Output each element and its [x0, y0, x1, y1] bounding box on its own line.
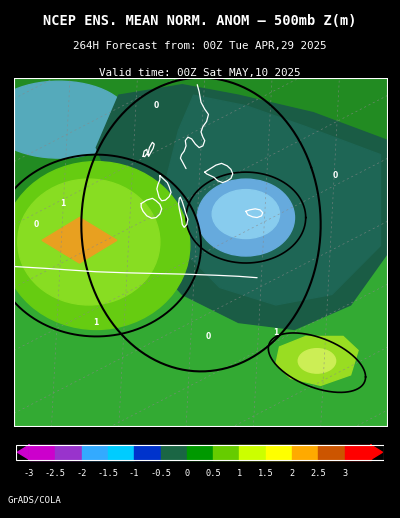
Text: 264H Forecast from: 00Z Tue APR,29 2025: 264H Forecast from: 00Z Tue APR,29 2025 — [73, 40, 327, 51]
Text: 2.5: 2.5 — [310, 469, 326, 478]
Polygon shape — [164, 95, 380, 305]
Bar — [16, 445, 384, 459]
Ellipse shape — [3, 162, 190, 329]
FancyArrow shape — [18, 445, 30, 459]
Bar — [187, 445, 213, 459]
Ellipse shape — [212, 190, 280, 238]
Polygon shape — [96, 84, 388, 329]
Bar — [55, 445, 82, 459]
Bar — [240, 445, 266, 459]
Text: Valid time: 00Z Sat MAY,10 2025: Valid time: 00Z Sat MAY,10 2025 — [99, 67, 301, 78]
Polygon shape — [42, 218, 117, 263]
Text: 1.5: 1.5 — [258, 469, 274, 478]
Text: -0.5: -0.5 — [150, 469, 171, 478]
Text: 0: 0 — [333, 171, 338, 180]
Text: 0.5: 0.5 — [205, 469, 221, 478]
Bar — [29, 445, 55, 459]
Text: -1: -1 — [129, 469, 140, 478]
Text: -1.5: -1.5 — [97, 469, 118, 478]
Ellipse shape — [18, 179, 160, 305]
Text: 1: 1 — [60, 199, 65, 208]
Text: GrADS/COLA: GrADS/COLA — [8, 496, 62, 505]
Bar — [82, 445, 108, 459]
Polygon shape — [276, 337, 358, 385]
Text: 0: 0 — [184, 469, 190, 478]
Bar — [160, 445, 187, 459]
Ellipse shape — [0, 81, 130, 158]
Text: 3: 3 — [342, 469, 348, 478]
Text: -2: -2 — [76, 469, 87, 478]
Text: NCEP ENS. MEAN NORM. ANOM – 500mb Z(m): NCEP ENS. MEAN NORM. ANOM – 500mb Z(m) — [43, 13, 357, 27]
Text: 0: 0 — [34, 220, 39, 229]
Bar — [318, 445, 345, 459]
Text: 1: 1 — [237, 469, 242, 478]
Text: -2.5: -2.5 — [45, 469, 66, 478]
Bar — [213, 445, 240, 459]
Bar — [108, 445, 134, 459]
Text: 0: 0 — [206, 332, 211, 341]
Text: 1: 1 — [94, 318, 99, 327]
Ellipse shape — [298, 349, 336, 373]
Bar — [14, 235, 388, 427]
Text: 0: 0 — [154, 101, 159, 110]
Text: 2: 2 — [290, 469, 295, 478]
Ellipse shape — [197, 179, 294, 256]
Text: 1: 1 — [273, 328, 278, 337]
Bar — [266, 445, 292, 459]
Text: -3: -3 — [24, 469, 34, 478]
Bar — [134, 445, 160, 459]
Bar — [292, 445, 318, 459]
FancyArrow shape — [370, 445, 382, 459]
Bar — [345, 445, 371, 459]
